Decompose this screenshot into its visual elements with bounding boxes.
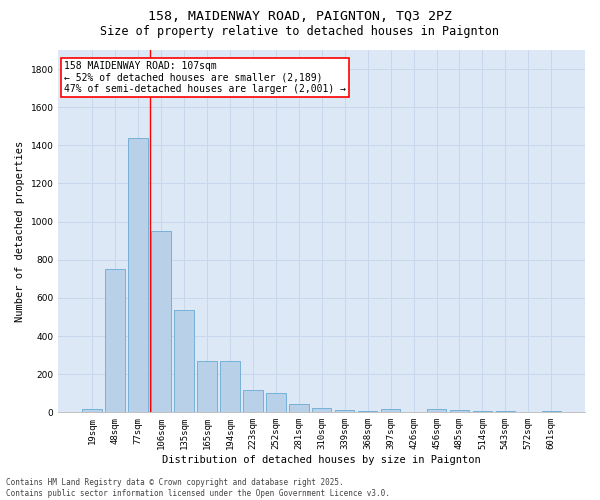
Text: 158, MAIDENWAY ROAD, PAIGNTON, TQ3 2PZ: 158, MAIDENWAY ROAD, PAIGNTON, TQ3 2PZ (148, 10, 452, 23)
Bar (128, 138, 148, 412)
Text: 158 MAIDENWAY ROAD: 107sqm
← 52% of detached houses are smaller (2,189)
47% of s: 158 MAIDENWAY ROAD: 107sqm ← 52% of deta… (64, 61, 346, 94)
Bar (335, 410, 355, 412)
Bar (82, 408, 102, 412)
Bar (450, 410, 469, 412)
Bar (266, 394, 286, 412)
Text: Size of property relative to detached houses in Paignton: Size of property relative to detached ho… (101, 25, 499, 38)
Text: Contains HM Land Registry data © Crown copyright and database right 2025.
Contai: Contains HM Land Registry data © Crown c… (6, 478, 390, 498)
Bar (197, 361, 217, 412)
Bar (151, 231, 171, 412)
Y-axis label: Number of detached properties: Number of detached properties (15, 140, 25, 322)
Bar (381, 410, 400, 412)
Bar (174, 310, 194, 412)
Bar (312, 408, 331, 412)
X-axis label: Distribution of detached houses by size in Paignton: Distribution of detached houses by size … (163, 455, 481, 465)
Bar (427, 410, 446, 412)
Bar (243, 390, 263, 412)
Bar (106, 270, 125, 412)
Bar (220, 361, 239, 412)
Bar (289, 404, 308, 412)
